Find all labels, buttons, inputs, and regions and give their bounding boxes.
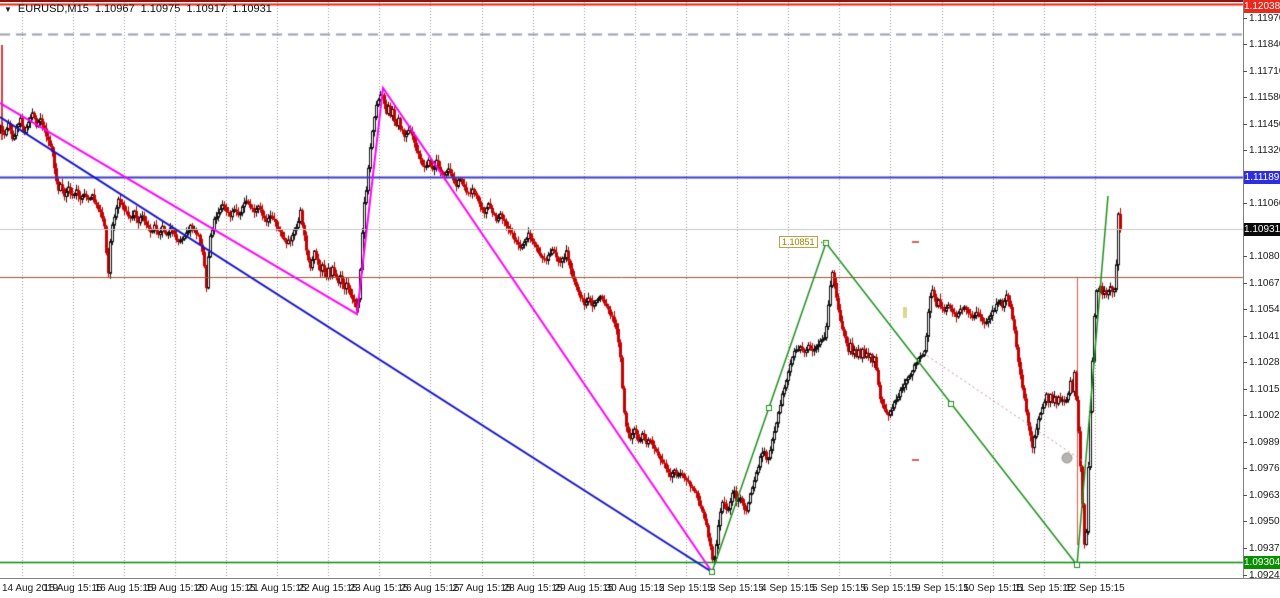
time-tick-label: 28 Aug 15:15 <box>503 583 563 594</box>
price-tick-mark <box>1243 124 1247 125</box>
time-tick-label: 27 Aug 15:15 <box>452 583 512 594</box>
time-tick-label: 3 Sep 15:15 <box>710 583 764 594</box>
price-tick-label: 1.09890 <box>1249 437 1280 448</box>
window-top-border <box>0 0 1280 2</box>
collapse-arrow-icon[interactable]: ▼ <box>4 4 12 14</box>
price-tick-mark <box>1243 256 1247 257</box>
price-tick-label: 1.11970 <box>1249 13 1280 24</box>
price-tick-label: 1.10800 <box>1249 251 1280 262</box>
price-tick-mark <box>1243 521 1247 522</box>
price-tick-label: 1.10020 <box>1249 410 1280 421</box>
time-tick-label: 4 Sep 15:15 <box>761 583 815 594</box>
time-tick-label: 9 Sep 15:15 <box>915 583 969 594</box>
time-tick-label: 26 Aug 15:15 <box>400 583 460 594</box>
time-tick-label: 22 Aug 15:15 <box>298 583 358 594</box>
price-tick-mark <box>1243 44 1247 45</box>
price-tick-mark <box>1243 18 1247 19</box>
price-tick-label: 1.09370 <box>1249 543 1280 554</box>
time-tick-label: 30 Aug 15:15 <box>605 583 665 594</box>
quote-open: 1.10967 <box>94 3 135 15</box>
time-tick-label: 16 Aug 15:15 <box>94 583 154 594</box>
price-tick-label: 1.11450 <box>1249 119 1280 130</box>
price-tick-label: 1.10150 <box>1249 384 1280 395</box>
price-tick-mark <box>1243 389 1247 390</box>
price-tick-label: 1.11710 <box>1249 66 1280 77</box>
price-flag-black: 1.10931 <box>1244 223 1280 236</box>
price-tick-mark <box>1243 575 1247 576</box>
price-flag-red: 1.12038 <box>1244 0 1280 13</box>
time-tick-label: 23 Aug 15:15 <box>349 583 409 594</box>
price-tick-mark <box>1243 495 1247 496</box>
quote-high: 1.10975 <box>140 3 181 15</box>
price-tick-label: 1.10280 <box>1249 357 1280 368</box>
time-tick-label: 19 Aug 15:15 <box>145 583 205 594</box>
time-tick-label: 2 Sep 15:15 <box>659 583 713 594</box>
price-tick-mark <box>1243 97 1247 98</box>
price-tick-label: 1.10670 <box>1249 278 1280 289</box>
quote-close: 1.10931 <box>232 3 272 15</box>
price-tick-mark <box>1243 442 1247 443</box>
price-tick-label: 1.10410 <box>1249 331 1280 342</box>
left-arrow-icon: ← <box>818 236 829 247</box>
price-tick-label: 1.09500 <box>1249 516 1280 527</box>
price-tick-label: 1.09760 <box>1249 463 1280 474</box>
price-callout-label[interactable]: 1.10851 ← <box>779 236 829 248</box>
price-tick-mark <box>1243 415 1247 416</box>
time-tick-label: 11 Sep 15:15 <box>1014 583 1074 594</box>
price-tick-label: 1.09240 <box>1249 570 1280 581</box>
quote-header: ▼ EURUSD,M15 1.10967 1.10975 1.10917 1.1… <box>4 3 272 15</box>
time-tick-label: 10 Sep 15:15 <box>963 583 1023 594</box>
price-axis-separator <box>1243 0 1244 578</box>
price-tick-mark <box>1243 336 1247 337</box>
price-tick-label: 1.10540 <box>1249 304 1280 315</box>
quote-low: 1.10917 <box>186 3 227 15</box>
price-tick-mark <box>1243 548 1247 549</box>
time-tick-label: 5 Sep 15:15 <box>812 583 866 594</box>
time-axis-separator <box>0 578 1280 579</box>
time-tick-label: 15 Aug 15:15 <box>43 583 103 594</box>
price-tick-mark <box>1243 71 1247 72</box>
time-tick-label: 12 Sep 15:15 <box>1065 583 1125 594</box>
price-tick-mark <box>1243 309 1247 310</box>
time-tick-label: 21 Aug 15:15 <box>247 583 307 594</box>
price-tick-label: 1.11320 <box>1249 145 1280 156</box>
price-tick-mark <box>1243 468 1247 469</box>
price-tick-mark <box>1243 283 1247 284</box>
price-tick-label: 1.11580 <box>1249 92 1280 103</box>
price-tick-mark <box>1243 203 1247 204</box>
time-tick-label: 6 Sep 15:15 <box>863 583 917 594</box>
time-tick-label: 29 Aug 15:15 <box>554 583 614 594</box>
time-tick-label: 20 Aug 15:15 <box>196 583 256 594</box>
price-tick-label: 1.11840 <box>1249 39 1280 50</box>
price-axis[interactable]: 1.11970 1.11840 1.11710 1.11580 1.11450 1.113… <box>1243 0 1280 581</box>
price-tick-mark <box>1243 362 1247 363</box>
time-axis[interactable]: 14 Aug 2019 15 Aug 15:15 16 Aug 15:15 19 Au… <box>0 579 1243 598</box>
price-tick-label: 1.11060 <box>1249 198 1280 209</box>
price-flag-green: 1.09304 <box>1244 556 1280 569</box>
price-flag-blue: 1.11189 <box>1244 171 1280 184</box>
time-tick-label: 14 Aug 2019 <box>2 583 59 594</box>
price-tick-label: 1.09630 <box>1249 490 1280 501</box>
price-tick-mark <box>1243 150 1247 151</box>
price-callout-text: 1.10851 <box>779 236 818 248</box>
symbol-period-label: EURUSD,M15 <box>17 3 89 15</box>
